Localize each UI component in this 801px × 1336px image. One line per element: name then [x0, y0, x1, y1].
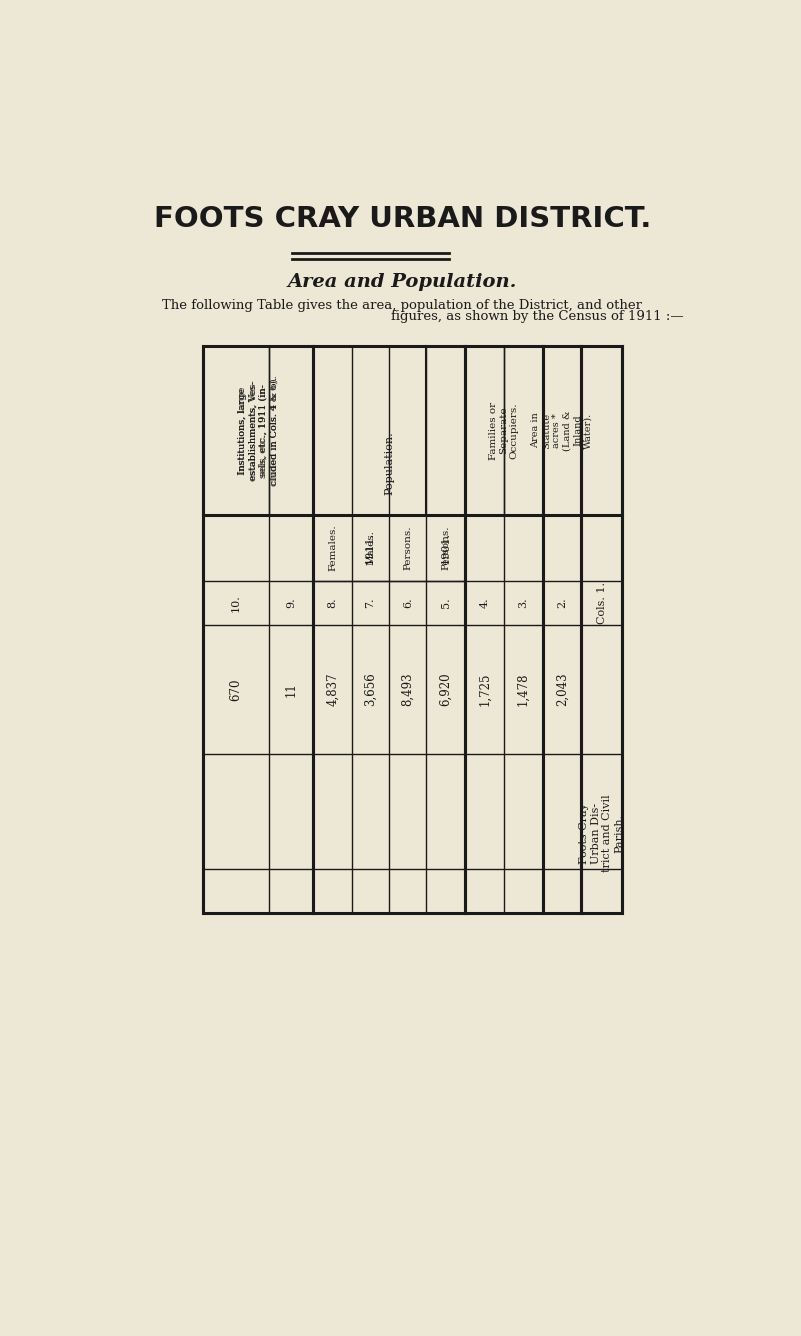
Text: 670: 670 — [230, 679, 243, 700]
Text: figures, as shown by the Census of 1911 :—: figures, as shown by the Census of 1911 … — [391, 310, 683, 323]
Text: 4,837: 4,837 — [326, 672, 339, 707]
Text: 7.: 7. — [365, 597, 376, 608]
Text: 1901.: 1901. — [441, 532, 451, 564]
Text: Persons.: Persons. — [441, 526, 450, 570]
Text: Families or
Separate
Occupiers.: Families or Separate Occupiers. — [489, 402, 519, 460]
Text: 2,043: 2,043 — [556, 672, 569, 707]
Text: 1,725: 1,725 — [478, 672, 491, 705]
Text: 6,920: 6,920 — [439, 672, 453, 707]
Text: Foots Cray
Urban Dis-
trict and Civil
Parish.: Foots Cray Urban Dis- trict and Civil Pa… — [579, 795, 624, 872]
Text: 1911.: 1911. — [364, 532, 375, 564]
Text: Area and Population.: Area and Population. — [288, 273, 517, 291]
Bar — [203, 346, 622, 914]
Text: Cols. 1.: Cols. 1. — [597, 581, 606, 624]
Text: 3,656: 3,656 — [364, 672, 377, 707]
Text: Females.: Females. — [328, 525, 337, 572]
Text: Institutions, large
establishments, Ves-
sels, etc., 1911 (in-
cluded in Cols. 4: Institutions, large establishments, Ves-… — [238, 375, 278, 486]
Text: 1,478: 1,478 — [517, 672, 529, 705]
Text: FOOTS CRAY URBAN DISTRICT.: FOOTS CRAY URBAN DISTRICT. — [154, 204, 651, 232]
Text: 3.: 3. — [518, 597, 529, 608]
Text: Persons.: Persons. — [403, 526, 413, 570]
Text: Institutions, large
establishments, Ves-
sels, etc., 1911 (in-
cluded in Cols. 4: Institutions, large establishments, Ves-… — [238, 377, 278, 485]
Text: 5.: 5. — [441, 597, 451, 608]
Text: 11: 11 — [284, 681, 298, 696]
Text: 9.: 9. — [286, 597, 296, 608]
Text: 2.: 2. — [557, 597, 567, 608]
Text: 8,493: 8,493 — [401, 672, 414, 707]
Text: Area in
Statute
acres *
(Land &
Inland
Water).: Area in Statute acres * (Land & Inland W… — [532, 410, 593, 452]
Text: Males.: Males. — [366, 530, 375, 565]
Text: 6.: 6. — [403, 597, 413, 608]
Text: The following Table gives the area, population of the District, and other: The following Table gives the area, popu… — [163, 298, 642, 311]
Text: 10.: 10. — [231, 593, 241, 612]
Text: Population.: Population. — [384, 432, 394, 496]
Text: 4.: 4. — [480, 597, 489, 608]
Text: 8.: 8. — [328, 597, 338, 608]
